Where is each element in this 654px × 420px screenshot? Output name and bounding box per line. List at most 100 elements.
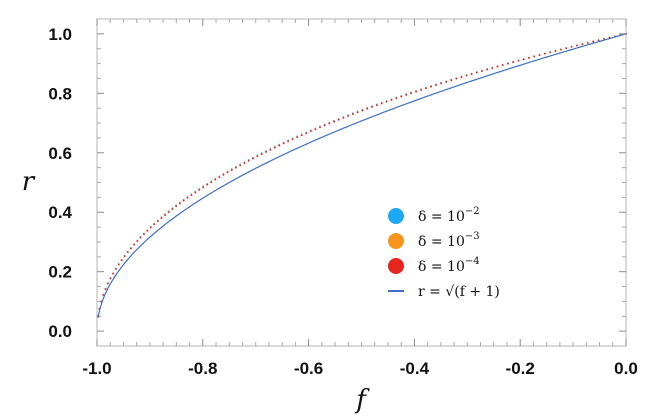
data-point xyxy=(512,61,515,64)
data-point xyxy=(496,65,499,68)
data-point xyxy=(319,126,321,129)
data-point xyxy=(235,166,237,169)
data-point xyxy=(559,48,562,51)
data-point xyxy=(230,169,233,171)
data-point xyxy=(375,104,378,107)
data-point xyxy=(153,223,156,226)
data-point xyxy=(460,76,463,79)
series-points-2 xyxy=(97,32,627,318)
data-point xyxy=(314,128,317,131)
data-point xyxy=(592,40,595,43)
data-point xyxy=(278,144,281,147)
y-tick-label: 1.0 xyxy=(48,25,72,44)
data-point xyxy=(194,191,197,194)
data-point xyxy=(104,288,107,290)
data-point xyxy=(226,171,229,174)
series-points-0 xyxy=(97,32,627,317)
data-point xyxy=(328,122,331,125)
data-point xyxy=(305,132,308,135)
data-point xyxy=(300,134,303,137)
x-axis-title: f xyxy=(354,385,370,415)
data-point xyxy=(440,82,443,85)
data-point xyxy=(549,51,552,54)
data-point xyxy=(380,102,383,105)
data-point xyxy=(522,58,525,61)
data-point xyxy=(491,67,494,69)
x-tick-label: -0.6 xyxy=(294,359,323,378)
data-point xyxy=(581,43,584,46)
series-line-3 xyxy=(97,33,627,318)
legend-marker-1 xyxy=(388,233,404,249)
data-point xyxy=(160,217,163,220)
data-point xyxy=(470,73,473,76)
data-point xyxy=(486,68,489,71)
data-point xyxy=(337,118,340,121)
y-tick-label: 0.4 xyxy=(48,203,72,222)
data-point xyxy=(309,130,312,133)
data-point xyxy=(420,89,422,91)
data-point xyxy=(366,107,369,110)
data-point xyxy=(243,162,246,165)
data-point xyxy=(149,226,152,229)
data-point xyxy=(214,178,217,181)
data-point xyxy=(112,272,115,275)
data-point xyxy=(117,263,120,266)
y-tick-label: 0.8 xyxy=(48,84,72,103)
data-point xyxy=(385,100,388,103)
data-point xyxy=(256,155,259,158)
data-point xyxy=(342,117,345,119)
legend-label-3: r = √(f + 1) xyxy=(418,284,500,300)
data-point xyxy=(415,90,417,93)
data-point xyxy=(430,85,432,88)
y-tick-label: 0.6 xyxy=(48,144,72,163)
data-point xyxy=(107,282,109,285)
x-tick-label: -0.4 xyxy=(400,359,430,378)
data-point xyxy=(156,220,159,223)
data-point xyxy=(210,181,213,184)
data-point xyxy=(136,240,139,243)
data-point xyxy=(356,111,359,114)
data-point xyxy=(164,214,166,216)
data-point xyxy=(455,77,458,80)
data-point xyxy=(410,92,413,95)
data-point xyxy=(175,205,178,208)
data-point xyxy=(123,255,126,258)
data-point xyxy=(202,186,205,189)
data-point xyxy=(273,146,276,149)
y-tick-label: 0.0 xyxy=(48,322,72,341)
data-point xyxy=(171,208,174,211)
data-point xyxy=(450,79,453,82)
x-tick-label: -0.2 xyxy=(506,359,535,378)
data-point xyxy=(400,95,403,98)
data-point xyxy=(361,109,364,112)
data-point xyxy=(252,157,254,160)
data-point xyxy=(269,148,272,151)
data-point xyxy=(507,62,509,65)
data-point xyxy=(115,268,117,270)
series-points-1 xyxy=(97,32,627,318)
legend-label-2: δ = 10−4 xyxy=(418,256,480,275)
data-point xyxy=(182,199,185,202)
data-point xyxy=(586,41,589,44)
data-point xyxy=(296,136,299,139)
data-point xyxy=(371,106,373,108)
data-point xyxy=(178,202,181,205)
data-point xyxy=(139,236,142,239)
legend-marker-2 xyxy=(388,258,404,274)
data-point xyxy=(265,151,267,153)
data-point xyxy=(260,153,263,156)
plot-frame xyxy=(96,18,627,347)
x-tick-label: -1.0 xyxy=(82,359,111,378)
data-point xyxy=(102,294,105,296)
data-point xyxy=(465,74,468,77)
ticks xyxy=(96,19,627,346)
data-point xyxy=(538,54,541,57)
y-axis-title: r xyxy=(22,167,36,197)
data-point xyxy=(190,194,193,197)
data-point xyxy=(120,259,123,262)
data-point xyxy=(129,247,132,250)
data-point xyxy=(528,57,530,59)
data-point xyxy=(247,159,250,162)
data-point xyxy=(405,94,408,96)
